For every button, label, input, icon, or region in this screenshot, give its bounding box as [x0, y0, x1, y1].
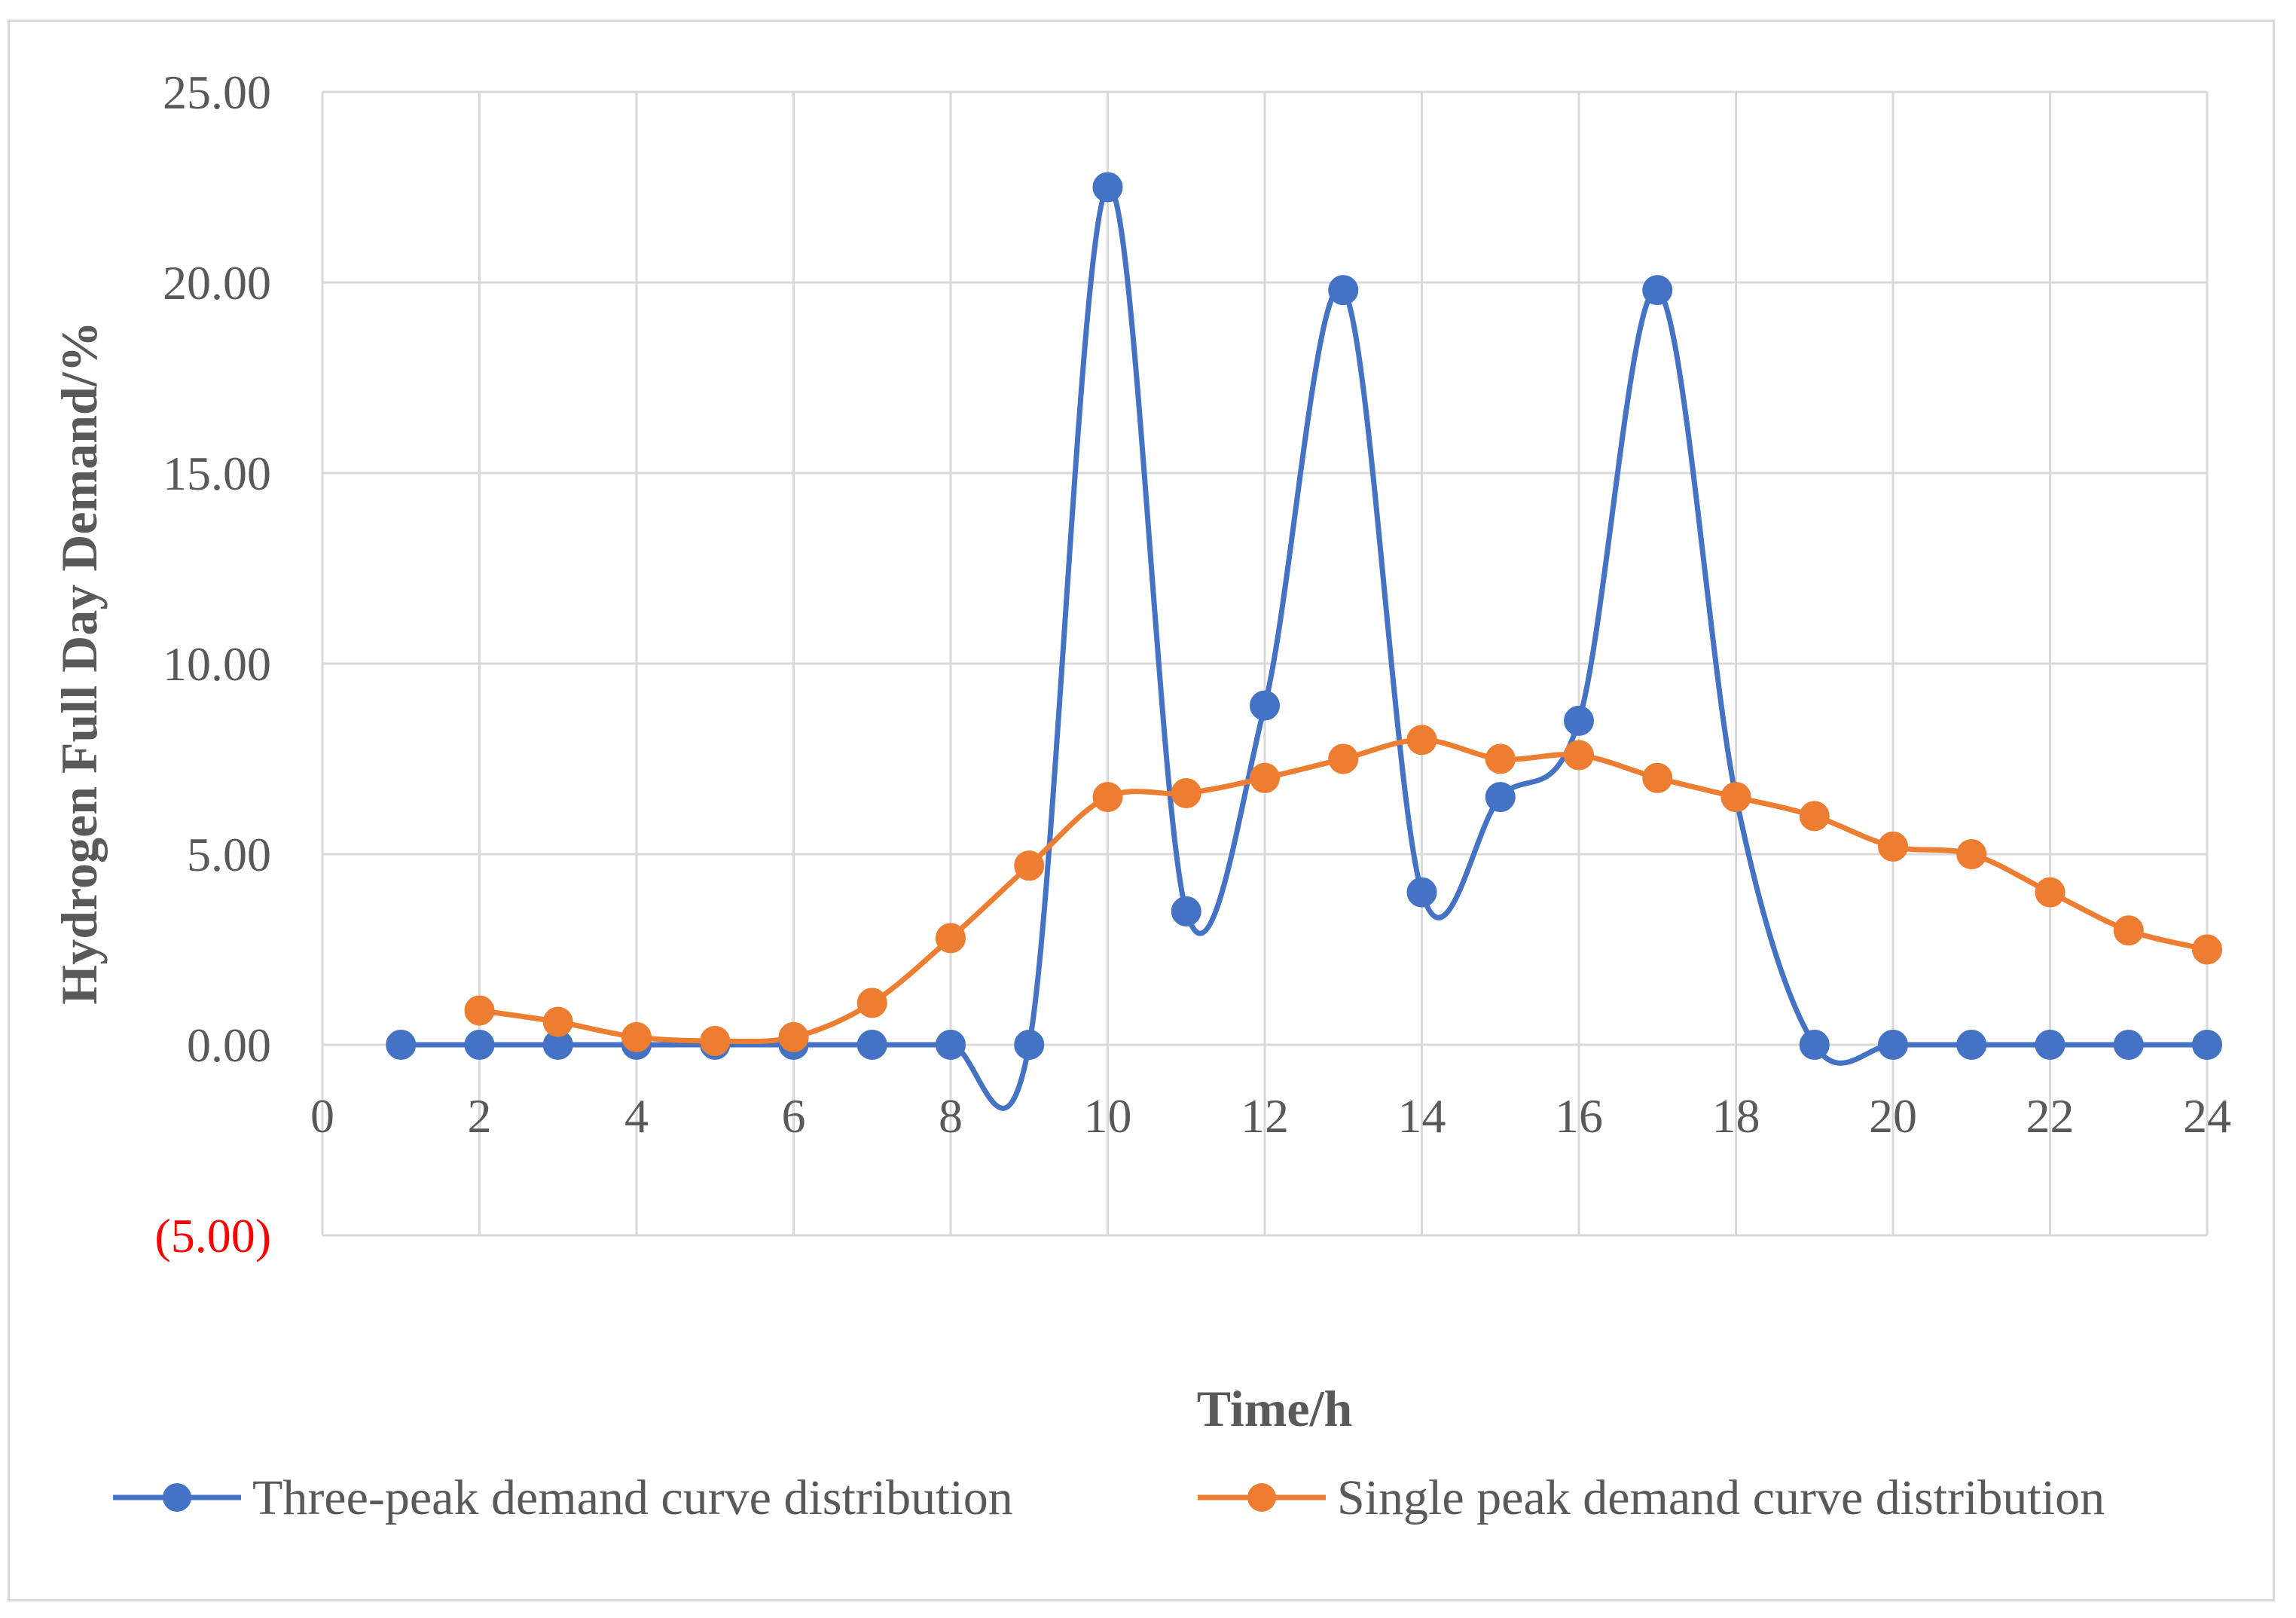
- data-point: [1878, 831, 1908, 862]
- data-point: [1092, 782, 1123, 813]
- data-point: [464, 1030, 495, 1060]
- legend-label: Single peak demand curve distribution: [1337, 1470, 2105, 1525]
- y-tick-label: 20.00: [163, 256, 271, 310]
- y-tick-label: 25.00: [163, 66, 271, 119]
- x-tick-label: 16: [1555, 1089, 1603, 1143]
- data-point: [1328, 275, 1359, 306]
- y-tick-label: 10.00: [163, 637, 271, 691]
- x-axis-ticks: 0 2 4 6 8 10 12 14 16 18 20 22 24: [310, 1089, 2231, 1143]
- data-point: [1406, 877, 1437, 908]
- data-point: [1328, 743, 1359, 774]
- data-point: [2035, 1030, 2065, 1060]
- data-point: [1564, 705, 1594, 736]
- y-axis-title: Hydrogen Full Day Demand/%: [50, 321, 108, 1004]
- legend-marker: [1247, 1483, 1276, 1512]
- x-tick-label: 6: [782, 1089, 806, 1143]
- data-point: [1720, 782, 1751, 813]
- data-point: [1014, 850, 1045, 881]
- x-tick-label: 12: [1241, 1089, 1289, 1143]
- data-point: [936, 923, 966, 954]
- data-point: [1406, 725, 1437, 756]
- data-point: [1642, 762, 1673, 793]
- data-point: [856, 988, 887, 1018]
- y-axis-ticks: 25.00 20.00 15.00 10.00 5.00 0.00 (5.00): [154, 66, 271, 1262]
- data-point: [1250, 762, 1280, 793]
- data-point: [2035, 877, 2065, 908]
- x-tick-label: 4: [624, 1089, 649, 1143]
- series-markers: [386, 172, 2222, 1060]
- data-point: [778, 1021, 809, 1052]
- x-tick-label: 2: [468, 1089, 492, 1143]
- data-point: [1956, 839, 1987, 869]
- data-point: [1878, 1030, 1908, 1060]
- data-point: [464, 995, 495, 1026]
- series-line-2: [478, 737, 2208, 1045]
- data-point: [1642, 275, 1673, 306]
- data-point: [1485, 782, 1516, 813]
- x-tick-label: 0: [310, 1089, 334, 1143]
- x-axis-title: Time/h: [1197, 1380, 1353, 1437]
- legend-marker: [163, 1483, 191, 1512]
- legend: Three-peak demand curve distribution Sing…: [113, 1470, 2105, 1525]
- data-point: [700, 1025, 731, 1056]
- data-point: [1171, 778, 1201, 809]
- x-tick-label: 8: [939, 1089, 963, 1143]
- y-tick-label: 15.00: [163, 447, 271, 500]
- x-tick-label: 14: [1398, 1089, 1446, 1143]
- x-tick-label: 22: [2026, 1089, 2075, 1143]
- data-point: [1956, 1030, 1987, 1060]
- x-tick-label: 24: [2183, 1089, 2231, 1143]
- data-point: [1171, 896, 1201, 927]
- data-point: [856, 1030, 887, 1060]
- data-point: [621, 1021, 652, 1052]
- data-point: [2113, 915, 2144, 946]
- data-point: [542, 1006, 573, 1037]
- data-point: [2192, 934, 2222, 965]
- data-point: [1014, 1030, 1045, 1060]
- y-tick-label: 0.00: [187, 1018, 271, 1072]
- data-point: [1250, 690, 1280, 721]
- data-point: [936, 1030, 966, 1060]
- x-tick-label: 10: [1084, 1089, 1132, 1143]
- data-point: [2113, 1030, 2144, 1060]
- gridlines: [321, 90, 2209, 1237]
- y-tick-label: (5.00): [154, 1209, 271, 1262]
- series-lines: [401, 184, 2208, 1111]
- data-point: [1799, 1030, 1830, 1060]
- legend-label: Three-peak demand curve distribution: [252, 1470, 1013, 1525]
- data-point: [1092, 172, 1123, 203]
- data-point: [2192, 1030, 2222, 1060]
- data-point: [1799, 801, 1830, 832]
- data-point: [1564, 740, 1594, 771]
- series-line-1: [401, 184, 2207, 1111]
- data-point: [1485, 743, 1516, 774]
- y-tick-label: 5.00: [187, 828, 271, 881]
- x-tick-label: 18: [1712, 1089, 1760, 1143]
- data-point: [386, 1030, 417, 1060]
- x-tick-label: 20: [1869, 1089, 1917, 1143]
